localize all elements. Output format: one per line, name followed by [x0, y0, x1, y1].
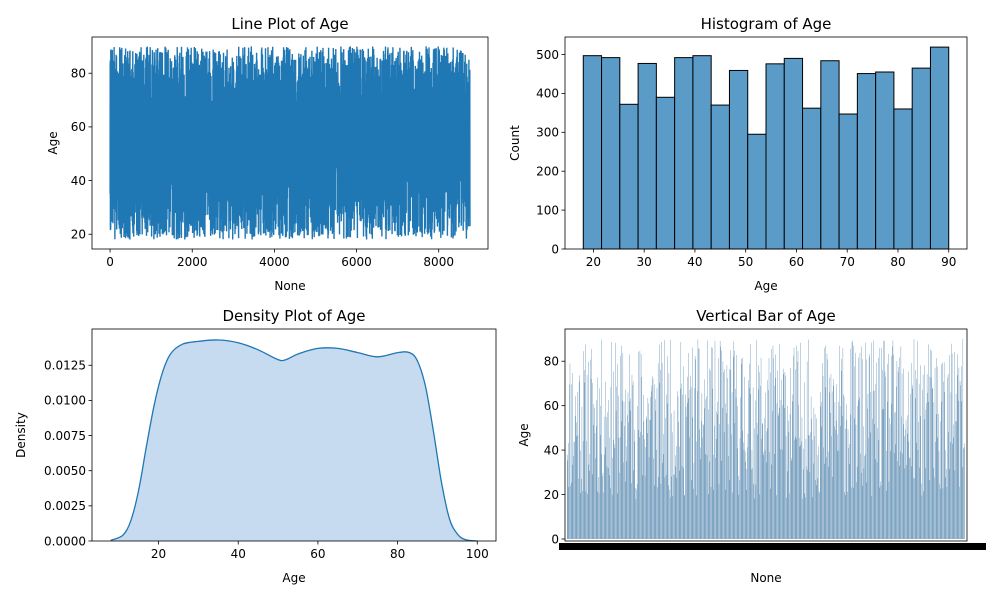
y-tick-label: 60	[544, 399, 559, 413]
x-tick-label: 6000	[341, 255, 372, 269]
histogram-bar	[893, 108, 913, 250]
y-tick-label: 100	[536, 203, 559, 217]
histogram-bar	[875, 71, 895, 250]
density-area	[110, 339, 478, 541]
x-tick-label: 50	[738, 255, 753, 269]
panel-vertical-bar: 0 20 40 60 80 Vertical Bar of Age None Age	[517, 307, 986, 585]
plot-frame	[564, 36, 968, 250]
y-axis-label: Age	[46, 131, 60, 154]
y-tick-label: 0.0000	[44, 534, 86, 548]
axis-ticks: 20 40 60 80 100 0.0000 0.0025 0.0050 0.0075 0.010…	[44, 359, 489, 561]
panel-line-plot: 0 2000 4000 6000 8000 20 40 60 80 Line Plot of A…	[46, 15, 489, 293]
y-tick-label: 0	[551, 532, 559, 546]
x-tick-label: 20	[151, 547, 166, 561]
y-tick-label: 60	[71, 120, 86, 134]
panel-histogram: 20 30 40 50 60 70 80 90 0 100 200 300 400 500 Histogr…	[508, 15, 968, 293]
histogram-bar	[911, 67, 931, 250]
plot-frame	[564, 328, 968, 542]
y-tick-label: 0.0025	[44, 499, 86, 513]
histogram-bar	[783, 57, 804, 250]
y-tick-label: 0.0050	[44, 464, 86, 478]
histogram-bars	[582, 46, 950, 250]
x-tick-label: 30	[637, 255, 652, 269]
chart-title: Histogram of Age	[701, 15, 832, 33]
chart-title: Vertical Bar of Age	[696, 307, 836, 325]
y-tick-label: 40	[71, 174, 86, 188]
x-tick-label: 40	[231, 547, 246, 561]
chart-title: Density Plot of Age	[222, 307, 365, 325]
density-line	[110, 339, 478, 542]
x-axis-label: None	[750, 571, 781, 585]
histogram-bar	[692, 55, 712, 250]
x-tick-label: 40	[687, 255, 702, 269]
x-tick-label: 60	[789, 255, 804, 269]
y-tick-label: 200	[536, 165, 559, 179]
x-tick-label: 4000	[259, 255, 290, 269]
histogram-bar	[637, 62, 657, 250]
histogram-bar	[802, 107, 822, 250]
plot-frame	[91, 36, 489, 250]
y-tick-label: 80	[71, 67, 86, 81]
x-tick-label: 60	[310, 547, 325, 561]
histogram-bar	[929, 46, 950, 250]
x-tick-label: 20	[586, 255, 601, 269]
x-tick-label: 2000	[177, 255, 208, 269]
y-axis-label: Count	[508, 125, 522, 161]
histogram-bar	[820, 60, 840, 250]
x-axis-label: Age	[754, 279, 777, 293]
histogram-bar	[728, 69, 749, 250]
x-tick-label: 100	[466, 547, 489, 561]
y-axis-label: Age	[517, 423, 531, 446]
axis-ticks: 0 20 40 60 80	[544, 355, 565, 546]
axis-ticks: 20 30 40 50 60 70 80 90 0 100 200 300 400 500	[536, 48, 956, 269]
histogram-bar	[601, 57, 621, 250]
y-tick-label: 20	[71, 228, 86, 242]
plot-frame	[91, 328, 497, 542]
histogram-bar	[856, 73, 877, 250]
y-tick-label: 0	[551, 242, 559, 256]
x-tick-label: 90	[941, 255, 956, 269]
y-tick-label: 400	[536, 87, 559, 101]
y-tick-label: 80	[544, 355, 559, 369]
panel-density: 20 40 60 80 100 0.0000 0.0025 0.0050 0.0075 0.010…	[14, 307, 497, 585]
x-tick-label: 80	[390, 547, 405, 561]
axis-ticks: 0 2000 4000 6000 8000 20 40 60 80	[71, 67, 454, 269]
histogram-bar	[582, 55, 603, 250]
density-curve	[110, 339, 478, 542]
y-tick-label: 300	[536, 126, 559, 140]
y-tick-label: 0.0125	[44, 359, 86, 373]
overlapping-x-tick-labels	[559, 543, 986, 550]
y-tick-label: 40	[544, 443, 559, 457]
histogram-bar	[674, 57, 694, 250]
histogram-bar	[838, 113, 858, 250]
histogram-bar	[655, 96, 676, 250]
histogram-bar	[619, 103, 639, 250]
histogram-bar	[765, 63, 785, 250]
age-line	[109, 46, 471, 240]
x-axis-label: None	[274, 279, 305, 293]
x-tick-label: 0	[106, 255, 114, 269]
y-tick-label: 0.0100	[44, 394, 86, 408]
histogram-bar	[710, 104, 730, 250]
y-tick-label: 20	[544, 488, 559, 502]
x-tick-label: 70	[840, 255, 855, 269]
histogram-bar	[747, 133, 767, 250]
y-tick-label: 0.0075	[44, 429, 86, 443]
x-tick-label: 8000	[423, 255, 454, 269]
y-axis-label: Density	[14, 412, 28, 458]
age-bars	[567, 339, 965, 539]
x-tick-label: 80	[890, 255, 905, 269]
y-tick-label: 500	[536, 48, 559, 62]
line-series	[109, 46, 471, 240]
chart-title: Line Plot of Age	[231, 15, 348, 33]
x-axis-label: Age	[282, 571, 305, 585]
